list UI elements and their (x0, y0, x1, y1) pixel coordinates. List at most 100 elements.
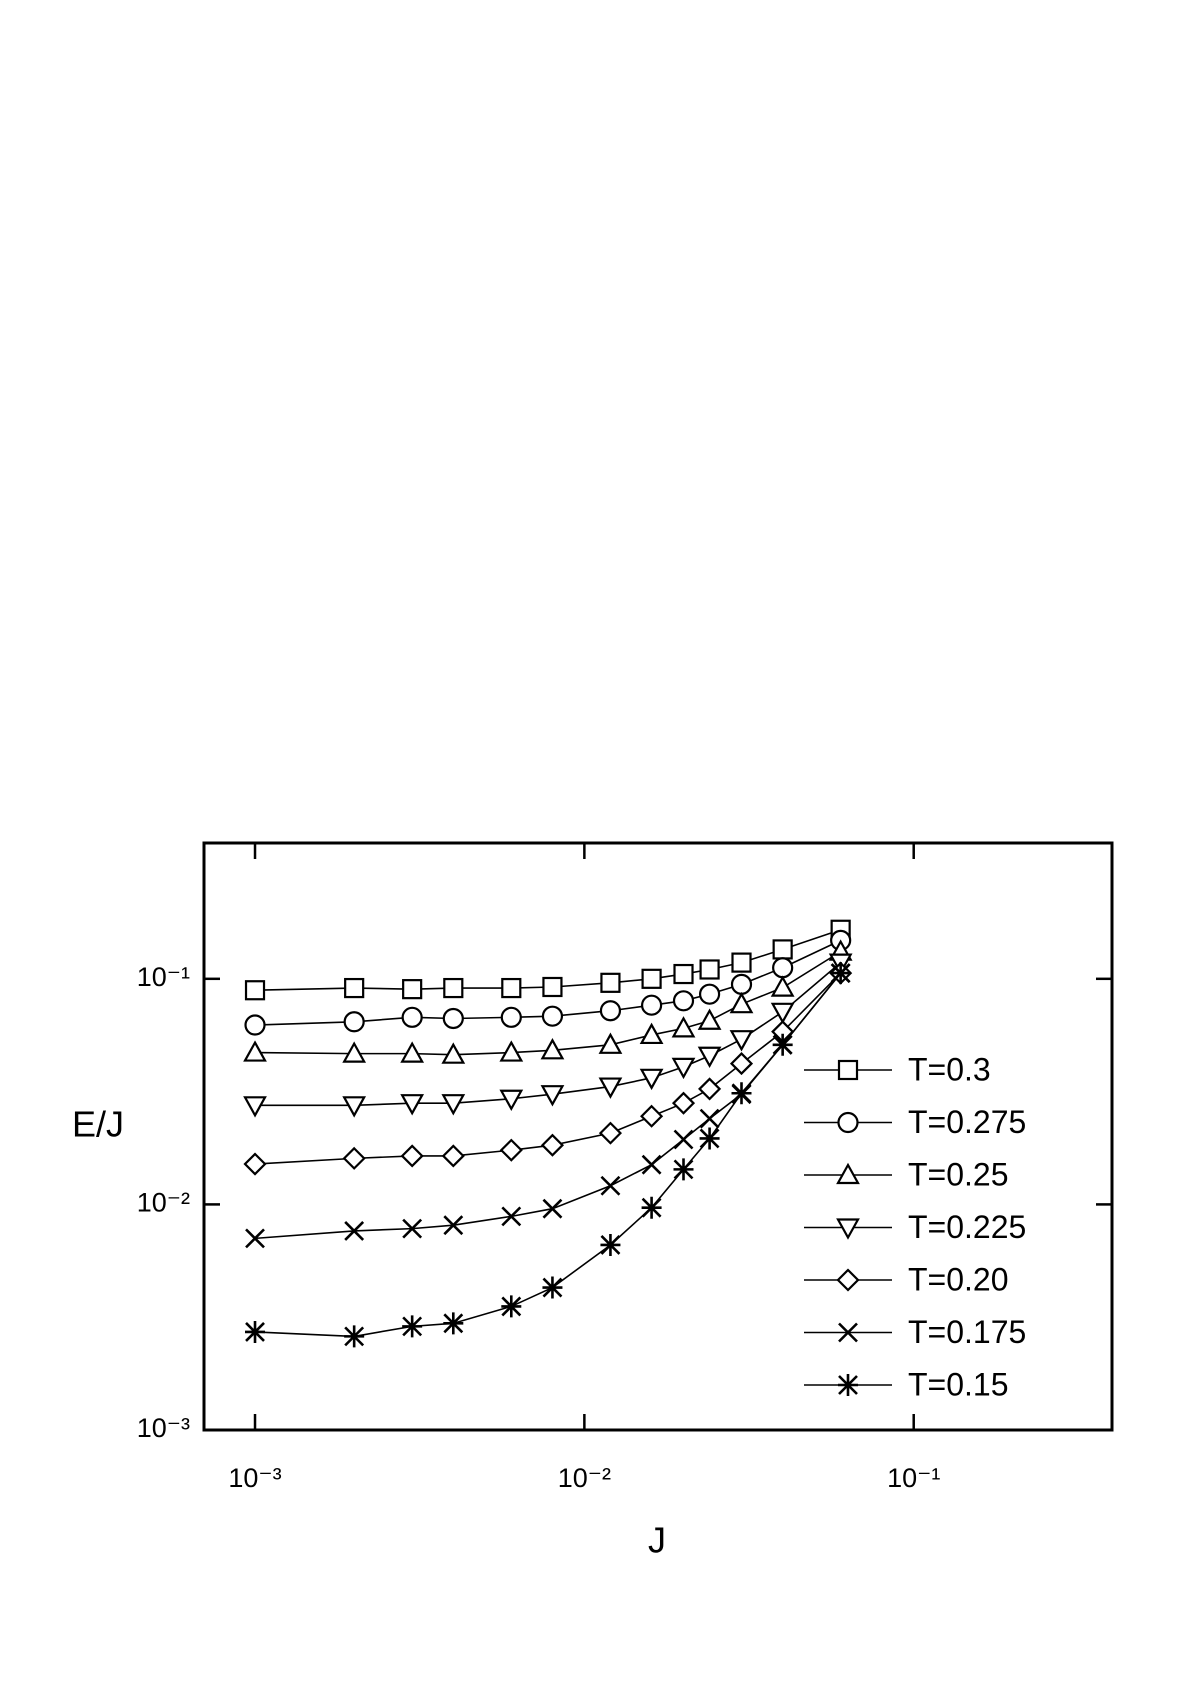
data-point (401, 1006, 423, 1028)
y-tick-label: 10⁻³ (137, 1413, 190, 1443)
data-point (600, 1175, 621, 1196)
data-point (699, 1108, 720, 1129)
data-point (245, 1228, 265, 1249)
legend-marker (837, 1059, 859, 1081)
y-axis-label: E/J (72, 1104, 124, 1145)
data-point (500, 1006, 522, 1028)
data-point (501, 1295, 522, 1318)
x-tick-label: 10⁻¹ (887, 1463, 940, 1493)
data-point (599, 1000, 622, 1022)
data-point (640, 994, 663, 1016)
legend-label: T=0.275 (908, 1104, 1026, 1140)
data-point (342, 1146, 366, 1170)
data-point (499, 1089, 524, 1112)
data-point (402, 1315, 423, 1338)
data-point (344, 977, 365, 999)
data-point (540, 1133, 565, 1157)
data-point (443, 1312, 464, 1335)
y-tick-label: 10⁻² (137, 1188, 190, 1218)
legend-label: T=0.20 (908, 1261, 1009, 1297)
data-point (441, 1042, 466, 1064)
data-point (699, 1127, 720, 1150)
data-point (830, 962, 851, 985)
data-point (770, 975, 795, 997)
legend-label: T=0.3 (908, 1051, 991, 1087)
data-point (673, 1158, 694, 1181)
data-point (542, 1276, 563, 1299)
data-point (400, 1144, 424, 1168)
data-point (770, 1002, 795, 1025)
data-point (673, 1129, 694, 1150)
data-point (671, 1016, 696, 1038)
data-point (640, 1104, 664, 1128)
data-point (641, 1154, 662, 1175)
data-point (344, 1220, 365, 1241)
data-point (639, 1068, 664, 1091)
data-point (639, 1022, 664, 1045)
data-point (729, 991, 754, 1014)
legend-marker (836, 1162, 860, 1185)
legend-label: T=0.15 (908, 1366, 1009, 1402)
data-point (442, 1007, 464, 1030)
data-point (501, 1206, 522, 1227)
data-point (600, 972, 621, 993)
data-point (698, 983, 721, 1005)
data-point (729, 1030, 754, 1052)
data-point (441, 1094, 466, 1116)
data-point (542, 1198, 563, 1219)
data-point (772, 957, 794, 979)
data-point (729, 1052, 754, 1076)
data-point (402, 1218, 423, 1239)
x-axis-label: J (648, 1520, 666, 1561)
data-point (443, 977, 464, 999)
legend-label: T=0.175 (908, 1314, 1026, 1350)
data-point (673, 963, 694, 985)
data-point (699, 959, 720, 980)
data-point (441, 1144, 465, 1168)
data-point (540, 1038, 565, 1060)
x-tick-label: 10⁻² (558, 1463, 611, 1493)
data-point (697, 1046, 722, 1069)
data-point (731, 952, 752, 973)
data-point (243, 1152, 267, 1176)
data-point (541, 1005, 564, 1027)
data-point (598, 1032, 623, 1054)
x-tick-label: 10⁻³ (228, 1463, 281, 1493)
data-point (772, 939, 793, 960)
data-point (443, 1215, 464, 1236)
data-point (245, 1320, 266, 1343)
data-point (499, 1040, 524, 1062)
legend-marker (838, 1322, 858, 1343)
data-point (400, 1041, 425, 1063)
data-point (400, 1094, 425, 1116)
data-point (697, 1008, 722, 1030)
data-point (600, 1233, 621, 1256)
data-point (731, 1082, 752, 1105)
legend-marker (836, 1268, 860, 1292)
plot-frame (202, 841, 1114, 1432)
data-point (402, 979, 423, 1000)
data-point (641, 1196, 662, 1219)
data-point (641, 968, 662, 989)
data-point (698, 1077, 722, 1101)
data-point (344, 1325, 365, 1348)
legend-marker (836, 1218, 860, 1240)
data-point (772, 1033, 793, 1056)
data-point (243, 1096, 267, 1118)
data-point (672, 990, 695, 1012)
data-point (598, 1077, 623, 1099)
data-point (342, 1096, 367, 1118)
data-point (542, 976, 563, 998)
data-point (671, 1057, 696, 1080)
data-point (244, 980, 266, 1001)
data-point (598, 1121, 622, 1145)
data-point (342, 1041, 367, 1063)
legend-marker (837, 1111, 859, 1134)
data-point (540, 1085, 565, 1107)
data-point (499, 1138, 523, 1162)
legend-label: T=0.25 (908, 1156, 1009, 1192)
legend-label: T=0.225 (908, 1209, 1026, 1245)
data-point (343, 1011, 365, 1033)
